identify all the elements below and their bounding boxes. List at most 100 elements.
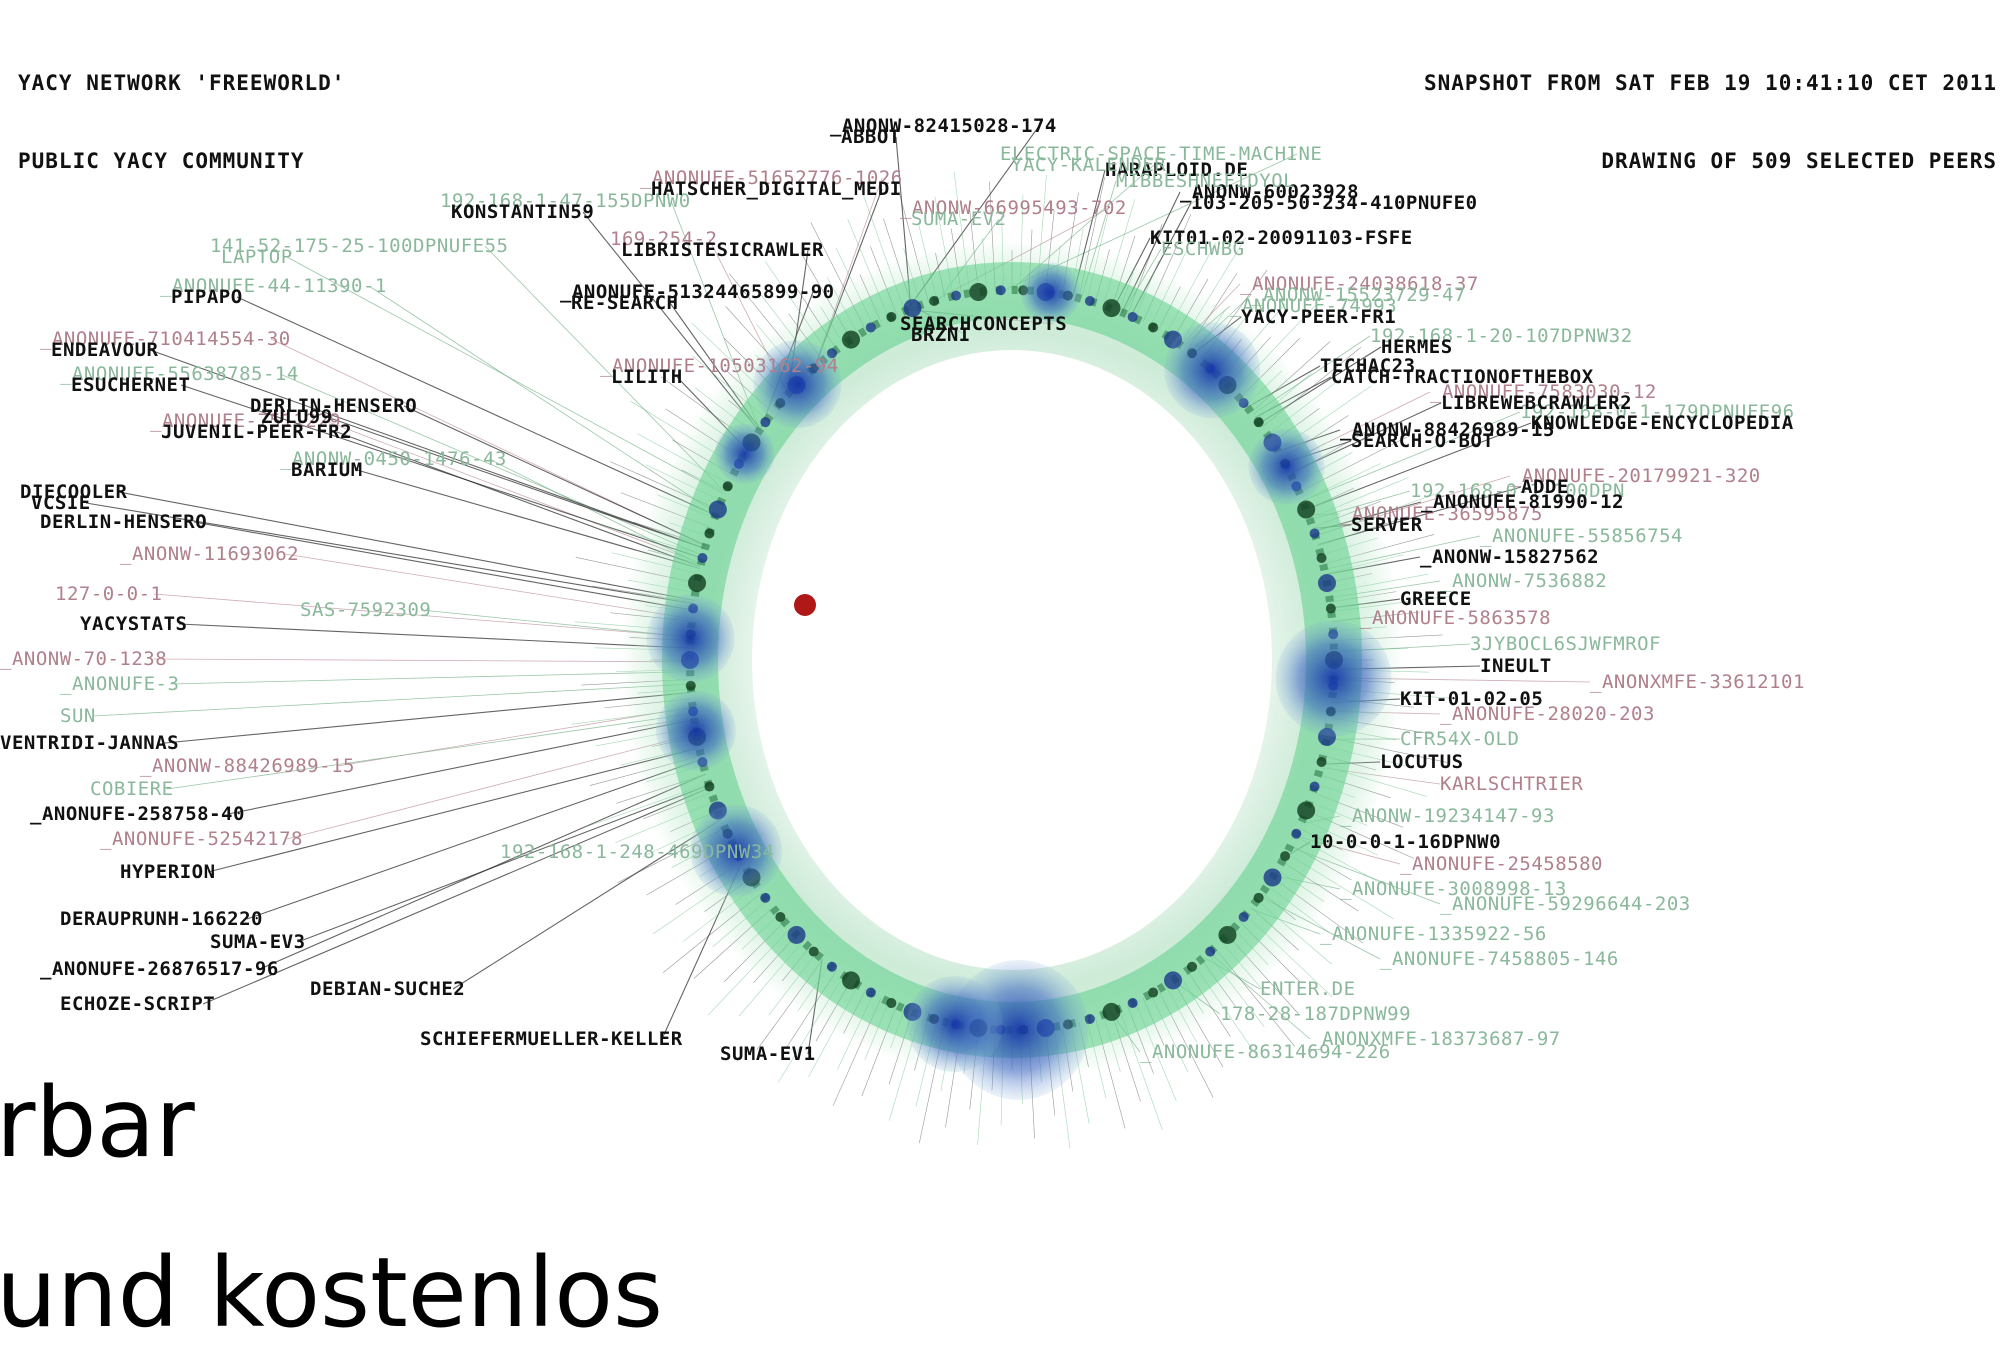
- connection-line: [279, 373, 704, 556]
- peer-label-junior: _ANONW-7536882: [1440, 570, 1607, 592]
- peer-label-junior: ENTER.DE: [1260, 978, 1356, 1000]
- peer-dots: [646, 262, 1392, 1100]
- peer-label-senior: GREECE: [1400, 588, 1472, 610]
- peer-label-offline: _ANONUFE-51652776-1026: [640, 167, 903, 189]
- peer-label-offline: _ANONW-11693062: [120, 543, 299, 565]
- overlay-text-line1: rbar: [0, 1067, 195, 1179]
- connection-line: [85, 502, 694, 605]
- peer-dot: [826, 961, 837, 972]
- ring-center: [752, 350, 1272, 970]
- peer-label-offline: _ANONXMFE-33612101: [1590, 671, 1805, 693]
- peer-dot: [1205, 946, 1216, 957]
- peer-label-offline: KARLSCHTRIER: [1440, 773, 1583, 795]
- peer-dot: [1127, 998, 1138, 1009]
- peer-label-senior: SEARCHCONCEPTS: [900, 313, 1067, 335]
- peer-dot: [929, 295, 940, 306]
- peer-cluster: [690, 804, 783, 897]
- peer-label-junior: _ANONXMFE-18373687-97: [1310, 1028, 1561, 1050]
- peer-label-offline: _ANONW-88426989-15: [140, 755, 355, 777]
- peer-dot: [1102, 1002, 1121, 1021]
- peer-label-senior: SEARCH-O-BOT: [1351, 430, 1494, 452]
- peer-dot: [1084, 295, 1095, 306]
- connection-line: [297, 784, 710, 943]
- peer-label-senior: ENDEAVOUR: [51, 339, 159, 361]
- peer-label-senior: LOCUTUS: [1380, 751, 1464, 773]
- peer-labels: _ANONW-82415028-174 ELECTRIC-SPACE-TIME-M…: [0, 115, 1805, 1065]
- connection-line: [166, 713, 694, 790]
- peer-cluster: [906, 976, 1003, 1073]
- peer-dot: [1325, 603, 1336, 614]
- peer-dot: [865, 987, 876, 998]
- peer-label-senior: _ANONUFE-81990-12: [1421, 491, 1624, 513]
- peer-label-junior: _ANONUFE-59296644-203: [1440, 893, 1691, 915]
- peer-dot: [1309, 781, 1320, 792]
- peer-label-senior: VENTRIDI-JANNAS: [0, 732, 179, 754]
- connection-line: [246, 758, 702, 920]
- connection-line: [153, 658, 691, 663]
- connection-line: [207, 747, 700, 873]
- peer-count: DRAWING OF 509 SELECTED PEERS: [1601, 149, 1997, 173]
- peer-label-senior: CATCH-TRACTIONOFTHEBOX: [1331, 366, 1594, 388]
- peer-cluster: [1164, 322, 1261, 419]
- peer-cluster: [1020, 262, 1081, 323]
- peer-dot: [685, 680, 696, 691]
- peer-label-junior: _ANONUFE-7458805-146: [1380, 948, 1619, 970]
- peer-dot: [775, 912, 786, 923]
- peer-label-senior: TECHAC23: [1320, 355, 1416, 377]
- peer-dot: [1238, 912, 1249, 923]
- peer-label-senior: ESUCHERNET: [71, 374, 190, 396]
- peer-dot: [951, 290, 962, 301]
- peer-dot: [1317, 574, 1336, 593]
- peer-label-junior: SUMA-EV2: [911, 208, 1007, 230]
- peer-label-offline: _ANONUFE-25458580: [1400, 853, 1603, 875]
- peer-label-offline: _ANONUFE-28020-203: [1440, 703, 1655, 725]
- header-left: YACY NETWORK 'FREEWORLD' PUBLIC YACY COM…: [18, 18, 345, 200]
- peer-label-junior: SAS-7592309: [300, 599, 431, 621]
- community-name: PUBLIC YACY COMMUNITY: [18, 149, 305, 173]
- peer-label-junior: _ANONUFE-55638785-14: [60, 363, 299, 385]
- peer-label-junior: 192-168-0-1-100DPN: [1410, 480, 1625, 502]
- peer-label-senior: ECHOZE-SCRIPT: [60, 993, 215, 1015]
- peer-label-senior: _ANONW-60023928: [1180, 181, 1359, 203]
- peer-label-offline: _ANONUFE-36595875: [1340, 503, 1543, 525]
- connection-line: [180, 384, 703, 559]
- peer-label-senior: HARAPLOID.DE: [1105, 159, 1248, 181]
- connection-line: [193, 521, 694, 611]
- peer-label-senior: _ANONUFE-258758-40: [30, 803, 245, 825]
- peer-label-senior: KONSTANTIN59: [451, 201, 594, 223]
- peer-label-junior: ELECTRIC-SPACE-TIME-MACHINE: [1000, 143, 1322, 165]
- peer-label-senior: PIPAPO: [171, 286, 243, 308]
- peer-cluster: [655, 690, 736, 771]
- peer-dot: [1148, 322, 1159, 333]
- peer-label-junior: _ANONUFE-3008998-13: [1340, 878, 1567, 900]
- peer-label-senior: HERMES: [1381, 336, 1453, 358]
- peer-label-junior: 3JYBOCL6SJWFMROF: [1470, 633, 1661, 655]
- peer-label-offline: _ANONUFE-10503162-94: [600, 355, 839, 377]
- connection-line: [259, 773, 706, 970]
- peer-label-junior: _ANONUFE-86314694-226: [1140, 1041, 1391, 1063]
- peer-label-senior: INEULT: [1480, 655, 1552, 677]
- peer-label-senior: _ANONW-88426989-15: [1340, 419, 1555, 441]
- peer-label-senior: BRZNI: [911, 324, 971, 346]
- peer-label-senior: KIT-01-02-05: [1400, 688, 1543, 710]
- peer-dot: [1263, 868, 1282, 887]
- peer-label-senior: ABBOT: [841, 126, 901, 148]
- peer-dot: [688, 574, 707, 593]
- peer-label-junior: CFR54X-OLD: [1400, 728, 1519, 750]
- peer-label-offline: _ANONUFE-52542178: [100, 828, 303, 850]
- peer-dot: [708, 500, 727, 519]
- peer-dot: [722, 481, 733, 492]
- peer-dot: [1297, 801, 1316, 820]
- peer-label-senior: SCHIEFERMUELLER-KELLER: [420, 1028, 683, 1050]
- peer-cluster: [1275, 620, 1392, 737]
- peer-label-junior: LAPTOP: [221, 246, 293, 268]
- peer-label-junior: 141-52-175-25-100DPNUFE55: [210, 235, 508, 257]
- peer-cluster: [1248, 428, 1325, 505]
- peer-label-junior: ESCHWBG: [1161, 238, 1245, 260]
- peer-label-senior: _ANONW-15827562: [1420, 546, 1599, 568]
- header-right: SNAPSHOT FROM SAT FEB 19 10:41:10 CET 20…: [1424, 18, 1997, 200]
- peer-label-offline: _ANONW-70-1238: [0, 648, 167, 670]
- peer-label-offline: _ANONW-66995493-702: [900, 197, 1127, 219]
- peer-dot: [1164, 971, 1182, 990]
- peer-dot: [760, 417, 771, 428]
